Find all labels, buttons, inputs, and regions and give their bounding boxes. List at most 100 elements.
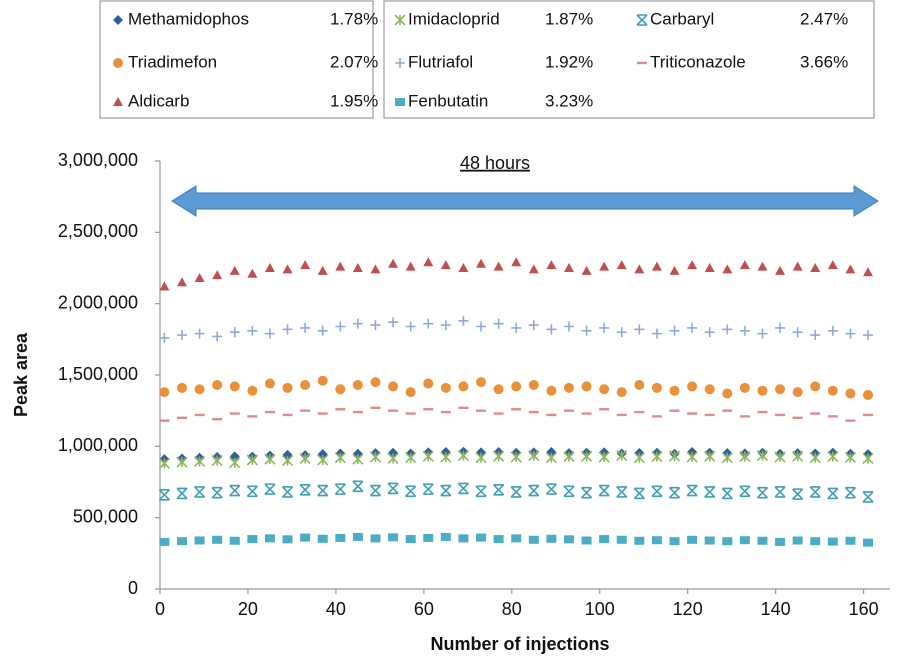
point — [810, 381, 821, 392]
point — [651, 451, 663, 463]
legend-label: Triadimefon — [128, 52, 217, 71]
point — [827, 385, 838, 396]
legend-marker — [395, 98, 405, 106]
point — [194, 455, 206, 467]
legend-box — [383, 0, 875, 119]
point — [299, 452, 311, 465]
point — [352, 263, 363, 272]
x-tick-label: 80 — [502, 599, 522, 619]
point — [863, 389, 874, 400]
point — [176, 537, 187, 546]
point — [282, 413, 293, 417]
point — [704, 327, 715, 338]
point — [739, 485, 751, 498]
point — [335, 384, 346, 395]
point — [387, 452, 399, 465]
point — [598, 451, 610, 463]
x-tick-label: 100 — [585, 599, 615, 619]
point — [809, 486, 821, 498]
point — [352, 379, 363, 390]
y-tick-label: 500,000 — [73, 506, 138, 526]
point — [687, 260, 698, 270]
point — [633, 487, 645, 500]
point — [476, 533, 487, 542]
point — [300, 379, 311, 390]
point — [194, 486, 206, 498]
point — [264, 483, 276, 495]
point — [247, 415, 258, 418]
legend-rsd: 2.47% — [800, 9, 848, 28]
point — [616, 327, 627, 338]
point — [810, 537, 821, 546]
point — [352, 453, 364, 465]
point — [862, 491, 874, 503]
point — [176, 382, 187, 393]
y-tick-label: 3,000,000 — [58, 150, 138, 170]
point — [423, 318, 434, 329]
point — [757, 536, 768, 545]
point — [370, 264, 381, 274]
point — [475, 485, 487, 498]
legend-label: Triticonazole — [650, 52, 746, 71]
point — [405, 452, 417, 464]
point — [721, 487, 733, 500]
point — [528, 535, 539, 544]
point — [669, 385, 680, 396]
point — [739, 451, 751, 463]
point — [668, 486, 681, 499]
point — [423, 408, 434, 411]
point — [722, 324, 733, 335]
point — [669, 325, 680, 336]
point — [634, 536, 645, 545]
point — [281, 486, 294, 498]
point — [651, 536, 662, 545]
point — [300, 533, 311, 542]
point — [440, 410, 451, 414]
point — [388, 533, 399, 542]
y-tick-label: 2,500,000 — [58, 221, 138, 241]
point — [756, 450, 769, 462]
point — [651, 382, 662, 393]
point — [546, 385, 557, 396]
point — [335, 321, 346, 332]
x-tick-label: 20 — [238, 599, 258, 619]
point — [387, 482, 399, 495]
point — [863, 330, 874, 341]
legend-label: Fenbutatin — [408, 91, 488, 110]
point — [194, 272, 205, 282]
point — [669, 265, 680, 275]
point — [616, 387, 627, 398]
point — [739, 260, 750, 270]
point — [810, 330, 821, 341]
point — [352, 532, 363, 541]
point — [212, 331, 223, 342]
point — [440, 451, 452, 463]
point — [334, 452, 346, 464]
point — [370, 534, 381, 543]
point — [493, 484, 505, 496]
point — [476, 258, 487, 268]
point — [634, 264, 645, 274]
point — [281, 455, 294, 467]
point — [634, 324, 645, 335]
point — [264, 378, 275, 389]
point — [493, 535, 504, 544]
point — [212, 379, 223, 390]
point — [563, 263, 574, 272]
x-tick-label: 0 — [155, 599, 165, 619]
point — [775, 384, 786, 395]
point — [352, 410, 363, 414]
point — [423, 378, 434, 389]
point — [405, 535, 416, 544]
point — [775, 322, 786, 333]
point — [616, 450, 628, 462]
point — [528, 264, 539, 274]
point — [458, 263, 469, 272]
point — [440, 484, 452, 497]
legend-label: Flutriafol — [408, 52, 473, 71]
x-tick-label: 120 — [673, 599, 703, 619]
point — [792, 416, 803, 419]
point — [388, 258, 399, 268]
point — [704, 536, 715, 545]
point — [546, 534, 557, 543]
